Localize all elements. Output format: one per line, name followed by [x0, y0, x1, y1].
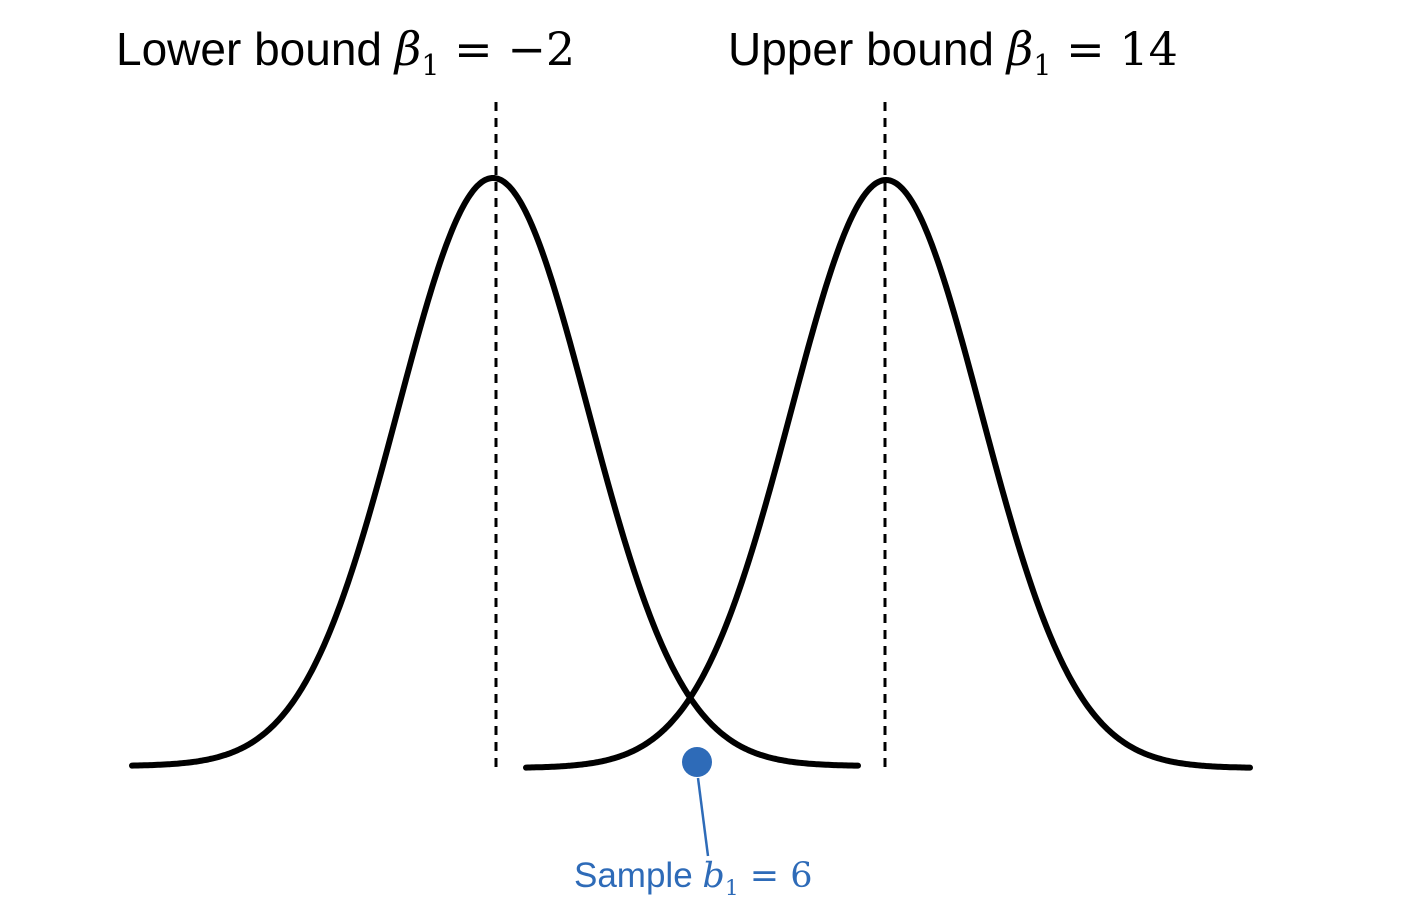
sample-label: Sample b1 = 6: [574, 856, 813, 901]
sample-symbol: b: [702, 856, 725, 896]
lower-bound-subscript: 1: [421, 48, 440, 82]
sample-text: Sample: [574, 856, 703, 895]
lower-bound-value: −2: [507, 22, 576, 76]
sample-pointer-line: [696, 777, 710, 857]
sample-subscript: 1: [724, 875, 739, 901]
upper-bound-relation: =: [1051, 22, 1120, 76]
sample-point-marker: [682, 747, 712, 777]
lower-bound-text: Lower bound: [116, 23, 395, 75]
upper-bound-distribution-curve: [523, 177, 1253, 771]
lower-bound-relation: =: [439, 22, 508, 76]
sample-relation: =: [738, 856, 791, 896]
lower-bound-symbol: β: [394, 22, 422, 76]
lower-bound-label: Lower bound β1 = −2: [116, 22, 576, 82]
sample-value: 6: [790, 856, 813, 896]
lower-bound-distribution-curve: [129, 175, 861, 769]
upper-bound-label: Upper bound β1 = 14: [728, 22, 1178, 82]
upper-bound-value: 14: [1119, 22, 1178, 76]
upper-bound-subscript: 1: [1033, 48, 1052, 82]
upper-bound-text: Upper bound: [728, 23, 1007, 75]
upper-bound-symbol: β: [1006, 22, 1034, 76]
